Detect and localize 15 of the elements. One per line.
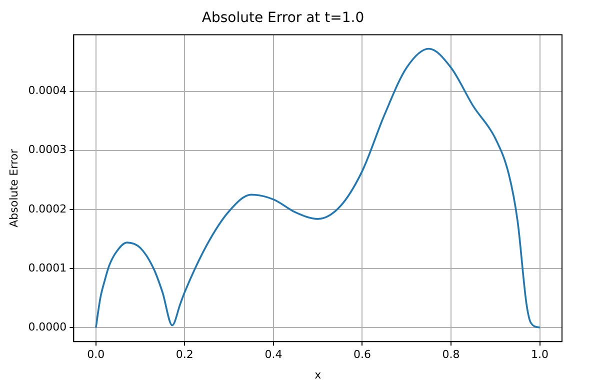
x-tick-label: 0.8 [442, 348, 460, 362]
y-tick-label: 0.0001 [28, 261, 67, 274]
x-tick-label: 0.2 [176, 348, 194, 362]
x-tick-label: 0.4 [264, 348, 282, 362]
line-series [94, 48, 541, 329]
y-axis-title: Absolute Error [7, 148, 20, 228]
x-tick-label: 0.0 [87, 348, 105, 362]
y-tick-label: 0.0004 [28, 84, 67, 98]
x-tick-label: 0.6 [353, 348, 371, 362]
y-tick-label: 0.0000 [28, 320, 67, 334]
y-tick-label: 0.0002 [28, 202, 67, 216]
y-tick-label: 0.0003 [28, 143, 67, 156]
x-tick-label: 1.0 [531, 348, 549, 362]
x-axis-title: x [314, 368, 322, 382]
chart-title: Absolute Error at t=1.0 [202, 10, 364, 26]
